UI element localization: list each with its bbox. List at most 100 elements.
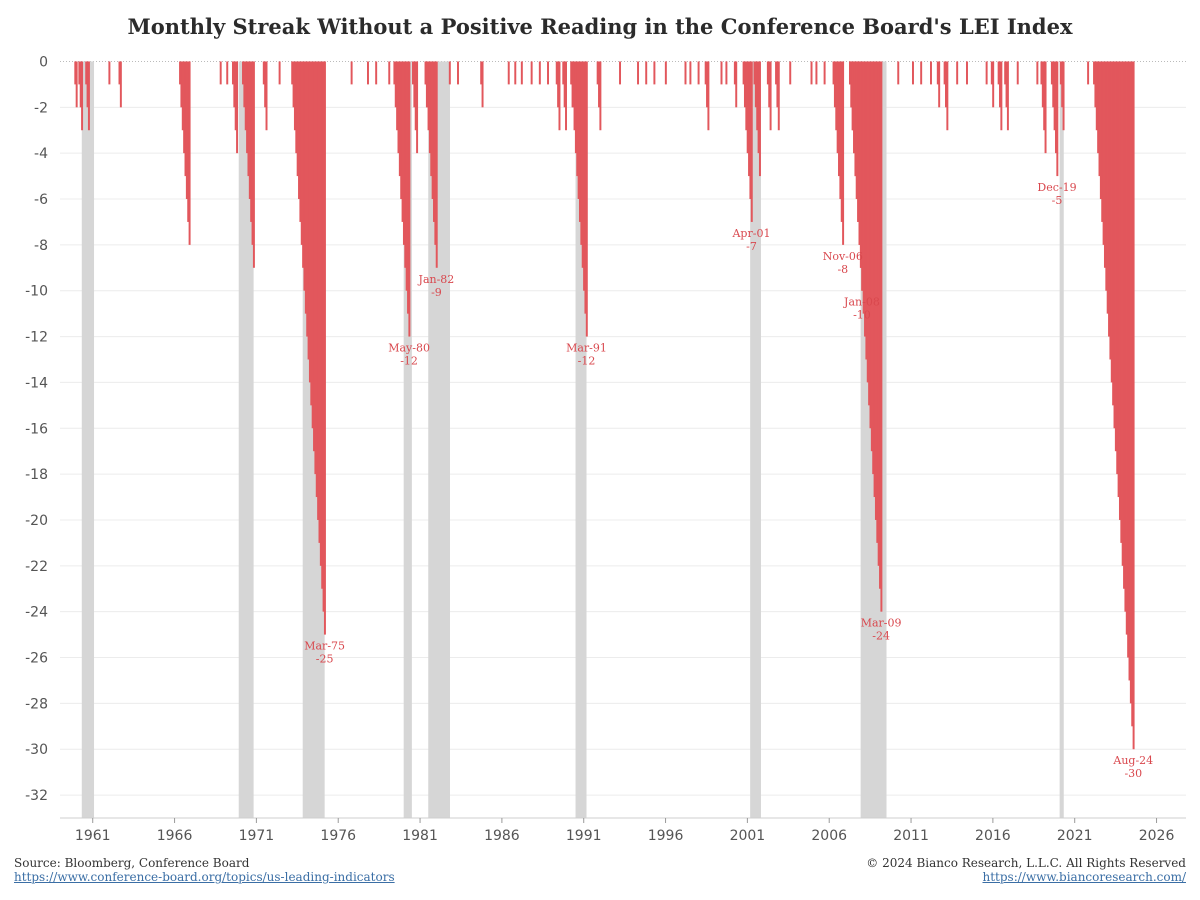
streak-bar: [184, 61, 187, 177]
annotation-value: -5: [1052, 194, 1063, 207]
streak-bar: [292, 61, 295, 108]
streak-bar: [815, 61, 818, 85]
streak-bar: [862, 61, 865, 314]
streak-bar: [855, 61, 858, 200]
streak-bar: [1106, 61, 1109, 314]
streak-bar: [321, 61, 324, 589]
streak-bar: [581, 61, 584, 268]
streak-bar: [1132, 61, 1135, 750]
streak-bar: [562, 61, 565, 85]
streak-bar: [733, 61, 736, 85]
recession-band: [1059, 61, 1064, 818]
annotation-value: -8: [837, 263, 848, 276]
x-tick-label: 1961: [75, 828, 111, 844]
streak-bar: [580, 61, 583, 245]
annotations: Mar-75-25May-80-12Jan-82-9Mar-91-12Apr-0…: [304, 181, 1153, 780]
streak-bar: [426, 61, 429, 108]
streak-bar: [619, 61, 622, 85]
streak-bar: [1040, 61, 1043, 85]
streak-bar: [897, 61, 900, 85]
streak-bar: [398, 61, 401, 177]
site-link[interactable]: https://www.biancoresearch.com/: [982, 870, 1186, 884]
streak-bar: [725, 61, 728, 85]
streak-bar: [836, 61, 839, 154]
streak-bar: [303, 61, 306, 291]
recession-band: [238, 61, 254, 818]
streak-bar: [745, 61, 748, 131]
streak-bar: [1101, 61, 1104, 222]
streak-bar: [1016, 61, 1019, 85]
streak-bar: [1103, 61, 1106, 268]
streak-bar: [416, 61, 419, 154]
streak-bar: [1052, 61, 1055, 108]
streak-bar: [1041, 61, 1044, 108]
streak-bar: [302, 61, 305, 268]
streak-bar: [414, 61, 417, 131]
streak-bar: [756, 61, 759, 131]
x-tick-label: 2001: [730, 828, 766, 844]
y-tick-label: -8: [34, 238, 48, 254]
recession-band: [403, 61, 412, 818]
streak-bar: [514, 61, 517, 85]
annotation-date: Dec-19: [1037, 181, 1076, 194]
streak-bar: [79, 61, 82, 108]
annotation-value: -12: [400, 355, 418, 368]
streak-bar: [219, 61, 222, 85]
streak-bar: [530, 61, 533, 85]
recession-band: [81, 61, 95, 818]
streak-bar: [742, 61, 745, 85]
streak-bar: [938, 61, 941, 108]
x-tick-label: 1981: [402, 828, 438, 844]
streak-bar: [565, 61, 567, 131]
y-tick-label: -4: [34, 146, 48, 162]
streak-bar: [448, 61, 451, 85]
streak-bar: [874, 61, 877, 520]
streak-bar: [912, 61, 914, 85]
streak-bar: [743, 61, 746, 108]
streak-bar: [1124, 61, 1127, 612]
streak-bar: [424, 61, 427, 85]
streak-bar: [404, 61, 407, 268]
x-tick-label: 2011: [893, 828, 929, 844]
annotation-date: Mar-09: [861, 617, 902, 630]
streak-bar: [870, 61, 873, 452]
streak-bar: [598, 61, 601, 108]
streak-bar: [1114, 61, 1117, 452]
y-tick-label: 0: [39, 54, 48, 70]
streak-bar: [857, 61, 860, 222]
footer-copyright: © 2024 Bianco Research, L.L.C. All Right…: [866, 856, 1186, 884]
streak-bar: [1043, 61, 1046, 131]
streak-bar: [758, 61, 761, 177]
streak-bar: [851, 61, 854, 131]
annotation-value: -12: [578, 355, 596, 368]
streak-bar: [992, 61, 995, 108]
streak-bar: [749, 61, 752, 200]
chart-title: Monthly Streak Without a Positive Readin…: [127, 14, 1073, 39]
source-link[interactable]: https://www.conference-board.org/topics/…: [14, 870, 395, 884]
streak-bar: [866, 61, 869, 383]
streak-bar: [1123, 61, 1126, 589]
streak-bar: [842, 61, 845, 245]
streak-bar: [832, 61, 835, 85]
y-tick-label: -24: [25, 605, 48, 621]
streak-bar: [307, 61, 310, 360]
source-text: Source: Bloomberg, Conference Board: [14, 856, 250, 870]
streak-bar: [757, 61, 760, 154]
streak-bar: [1120, 61, 1123, 543]
streak-bar: [427, 61, 430, 131]
streak-bar: [1105, 61, 1108, 291]
streak-bar: [246, 61, 249, 154]
y-tick-label: -16: [25, 421, 48, 437]
streak-bar: [180, 61, 183, 108]
streak-bar: [576, 61, 579, 177]
footer-source: Source: Bloomberg, Conference Board http…: [14, 856, 395, 884]
recession-shading: [81, 61, 1064, 818]
streak-bar: [877, 61, 880, 566]
streak-bar: [1062, 61, 1065, 131]
streak-bar: [1006, 61, 1009, 131]
streak-bar: [768, 61, 771, 108]
streak-bar: [570, 61, 573, 85]
streak-bar: [966, 61, 968, 85]
streak-bar: [252, 61, 255, 268]
streak-bar: [599, 61, 602, 131]
